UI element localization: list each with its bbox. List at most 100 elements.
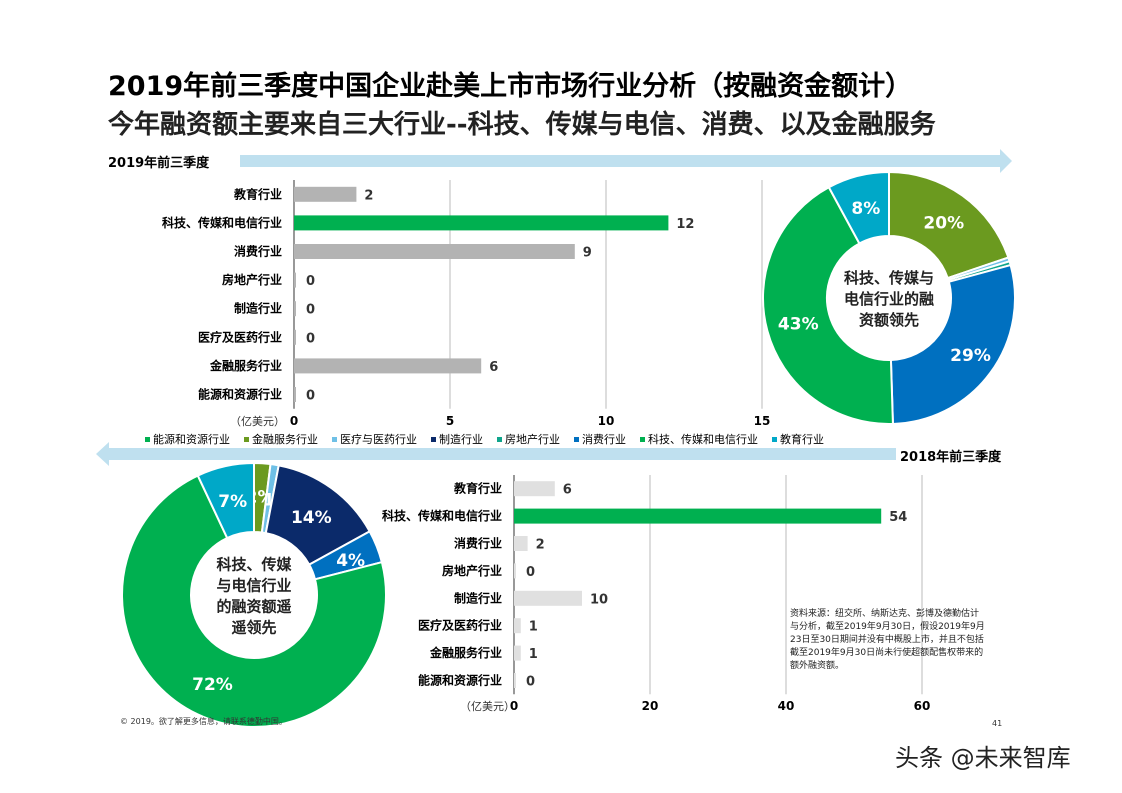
- category-label: 医疗及医药行业: [418, 618, 502, 633]
- data-label: 2: [536, 538, 545, 553]
- slice-label: 8%: [851, 199, 880, 219]
- data-label: 0: [306, 303, 315, 318]
- donut-center-text: 电信行业的融: [844, 290, 934, 308]
- legend-label: 消费行业: [582, 433, 626, 446]
- donut-slice: [196, 461, 255, 540]
- donut-center-text: 遥领先: [231, 619, 276, 637]
- x-tick-label: 40: [778, 699, 795, 713]
- data-label: 1: [529, 647, 538, 662]
- slice-label: 43%: [778, 315, 819, 335]
- legend-item: 消费行业: [574, 431, 626, 447]
- bar: [514, 508, 882, 524]
- category-label: 房地产行业: [442, 563, 502, 578]
- bar: [294, 186, 357, 202]
- x-tick-label: 20: [642, 699, 659, 713]
- data-label: 9: [583, 246, 592, 261]
- legend-item: 制造行业: [431, 431, 483, 447]
- bar: [294, 301, 296, 317]
- page-subtitle: 今年融资额主要来自三大行业--科技、传媒与电信、消费、以及金融服务: [108, 110, 936, 140]
- category-label: 房地产行业: [222, 272, 282, 287]
- category-label: 金融服务行业: [429, 645, 502, 660]
- bar: [514, 481, 555, 497]
- data-label: 6: [563, 483, 572, 498]
- donut-slice: [889, 263, 1016, 425]
- section-label-2019: 2019年前三季度: [108, 156, 210, 171]
- donut-center-text: 资额领先: [859, 311, 919, 329]
- legend-label: 制造行业: [439, 433, 483, 446]
- legend-item: 教育行业: [772, 431, 824, 447]
- data-label: 1: [529, 620, 538, 635]
- category-label: 制造行业: [234, 301, 282, 316]
- x-tick-label: 10: [598, 414, 615, 428]
- category-label: 教育行业: [233, 186, 282, 201]
- copyright: © 2019。欲了解更多信息，请联系德勤中国。: [120, 717, 287, 726]
- bar: [294, 244, 575, 259]
- legend-label: 能源和资源行业: [153, 433, 230, 446]
- legend-label: 教育行业: [780, 433, 824, 446]
- bar: [514, 536, 528, 551]
- data-label: 0: [306, 274, 315, 289]
- data-label: 2: [364, 188, 373, 203]
- donut-slice: [888, 170, 1010, 280]
- bar: [514, 618, 521, 634]
- category-label: 制造行业: [454, 590, 502, 605]
- donut-center-text: 的融资额遥: [216, 598, 291, 616]
- legend-item: 科技、传媒和电信行业: [640, 431, 758, 447]
- legend-swatch: [145, 436, 150, 442]
- category-label: 科技、传媒和电信行业: [382, 508, 502, 523]
- slice-label: 7%: [218, 492, 247, 512]
- category-label: 能源和资源行业: [198, 387, 282, 402]
- legend-swatch: [772, 436, 777, 442]
- category-label: 科技、传媒和电信行业: [162, 215, 282, 230]
- legend-label: 房地产行业: [505, 433, 560, 446]
- data-label: 0: [526, 675, 535, 690]
- x-tick-label: 0: [290, 414, 298, 428]
- legend-item: 能源和资源行业: [145, 431, 230, 447]
- data-label: 10: [590, 592, 608, 607]
- data-label: 12: [676, 217, 694, 232]
- legend-swatch: [640, 436, 645, 442]
- bar: [514, 590, 582, 606]
- legend-swatch: [497, 436, 502, 442]
- legend-swatch: [574, 436, 579, 442]
- section-label-2018: 2018年前三季度: [900, 450, 1002, 465]
- slice-label: 72%: [192, 675, 233, 695]
- donut-slice: [121, 474, 387, 728]
- data-label: 54: [889, 510, 907, 525]
- data-label: 6: [489, 360, 498, 375]
- bar: [294, 215, 669, 231]
- donut-slice: [762, 185, 894, 425]
- bar: [294, 387, 296, 402]
- category-label: 医疗及医药行业: [198, 329, 282, 344]
- data-label: 0: [306, 331, 315, 346]
- bar: [514, 673, 516, 688]
- donut-center-text: 科技、传媒: [216, 556, 292, 574]
- category-label: 教育行业: [453, 481, 502, 496]
- page-title: 2019年前三季度中国企业赴美上市市场行业分析（按融资金额计）: [108, 71, 913, 102]
- bar: [294, 272, 296, 288]
- slice-label: 14%: [291, 508, 332, 528]
- legend-label: 医疗与医药行业: [340, 433, 417, 446]
- slice-label: 20%: [923, 214, 964, 234]
- legend-swatch: [244, 436, 249, 442]
- watermark: 头条 @未来智库: [895, 744, 1071, 772]
- data-label: 0: [526, 565, 535, 580]
- legend-swatch: [431, 436, 436, 442]
- donut-center-text: 科技、传媒与: [844, 269, 934, 287]
- bar: [514, 645, 521, 661]
- legend: 能源和资源行业 金融服务行业 医疗与医药行业 制造行业 房地产行业 消费行业 科技、传媒和电…: [145, 431, 824, 447]
- legend-label: 金融服务行业: [252, 433, 318, 446]
- x-tick-label: 15: [754, 414, 771, 428]
- source-note: 资料来源：纽交所、纳斯达克、彭博及德勤估计与分析，截至2019年9月30日，假设…: [790, 609, 985, 671]
- page-number: 41: [992, 719, 1003, 728]
- bar: [514, 563, 516, 579]
- legend-label: 科技、传媒和电信行业: [648, 433, 758, 446]
- axis-unit-label: （亿美元）: [230, 415, 285, 428]
- data-label: 0: [306, 389, 315, 404]
- category-label: 金融服务行业: [209, 358, 282, 373]
- legend-swatch: [332, 436, 337, 442]
- bar: [294, 329, 296, 345]
